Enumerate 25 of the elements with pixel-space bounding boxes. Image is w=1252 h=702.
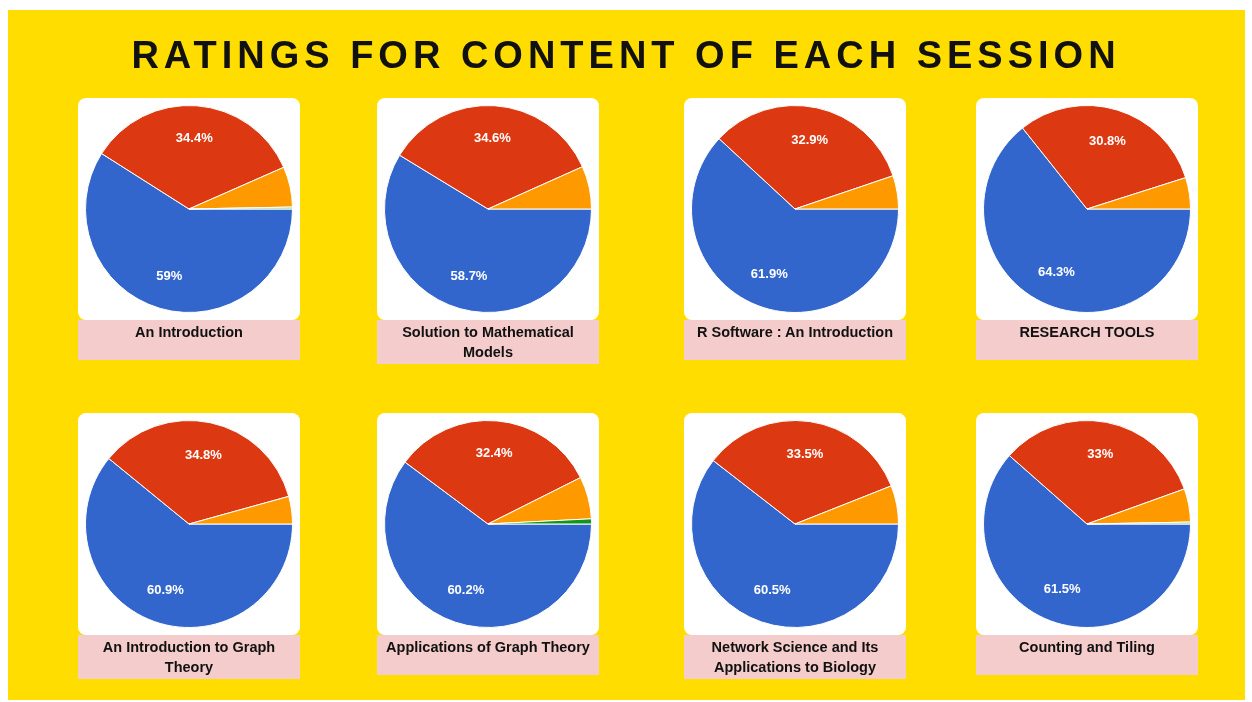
- data-label: 33.5%: [786, 445, 824, 461]
- data-label: 60.9%: [146, 581, 185, 597]
- data-label: 64.3%: [1038, 263, 1076, 279]
- text: RATINGS FOR CONTENT OF EACH SESSION: [130, 34, 1122, 77]
- text: Network Science and Its Applications to Biology: [684, 635, 906, 679]
- data-label: 34.6%: [473, 130, 512, 146]
- data-label: 34.8%: [185, 446, 223, 462]
- data-label: 60.5%: [753, 582, 792, 598]
- text: An Introduction: [78, 320, 300, 360]
- text: Applications of Graph Theory: [377, 635, 599, 675]
- text: Solution to Mathematical Models: [377, 320, 599, 364]
- text: R Software : An Introduction: [684, 320, 906, 360]
- data-label: 61.5%: [1043, 581, 1081, 597]
- data-label: 59%: [156, 268, 183, 284]
- data-label: 32.9%: [791, 131, 829, 147]
- data-label: 58.7%: [450, 268, 488, 284]
- data-label: 32.4%: [475, 445, 514, 461]
- data-label: 30.8%: [1089, 133, 1127, 149]
- data-label: 33%: [1087, 446, 1114, 462]
- text: An Introduction to Graph Theory: [78, 635, 300, 679]
- data-label: 34.4%: [175, 130, 214, 146]
- text: Counting and Tiling: [976, 635, 1198, 675]
- text: RESEARCH TOOLS: [976, 320, 1198, 360]
- data-label: 61.9%: [750, 266, 789, 282]
- data-label: 60.2%: [447, 582, 485, 598]
